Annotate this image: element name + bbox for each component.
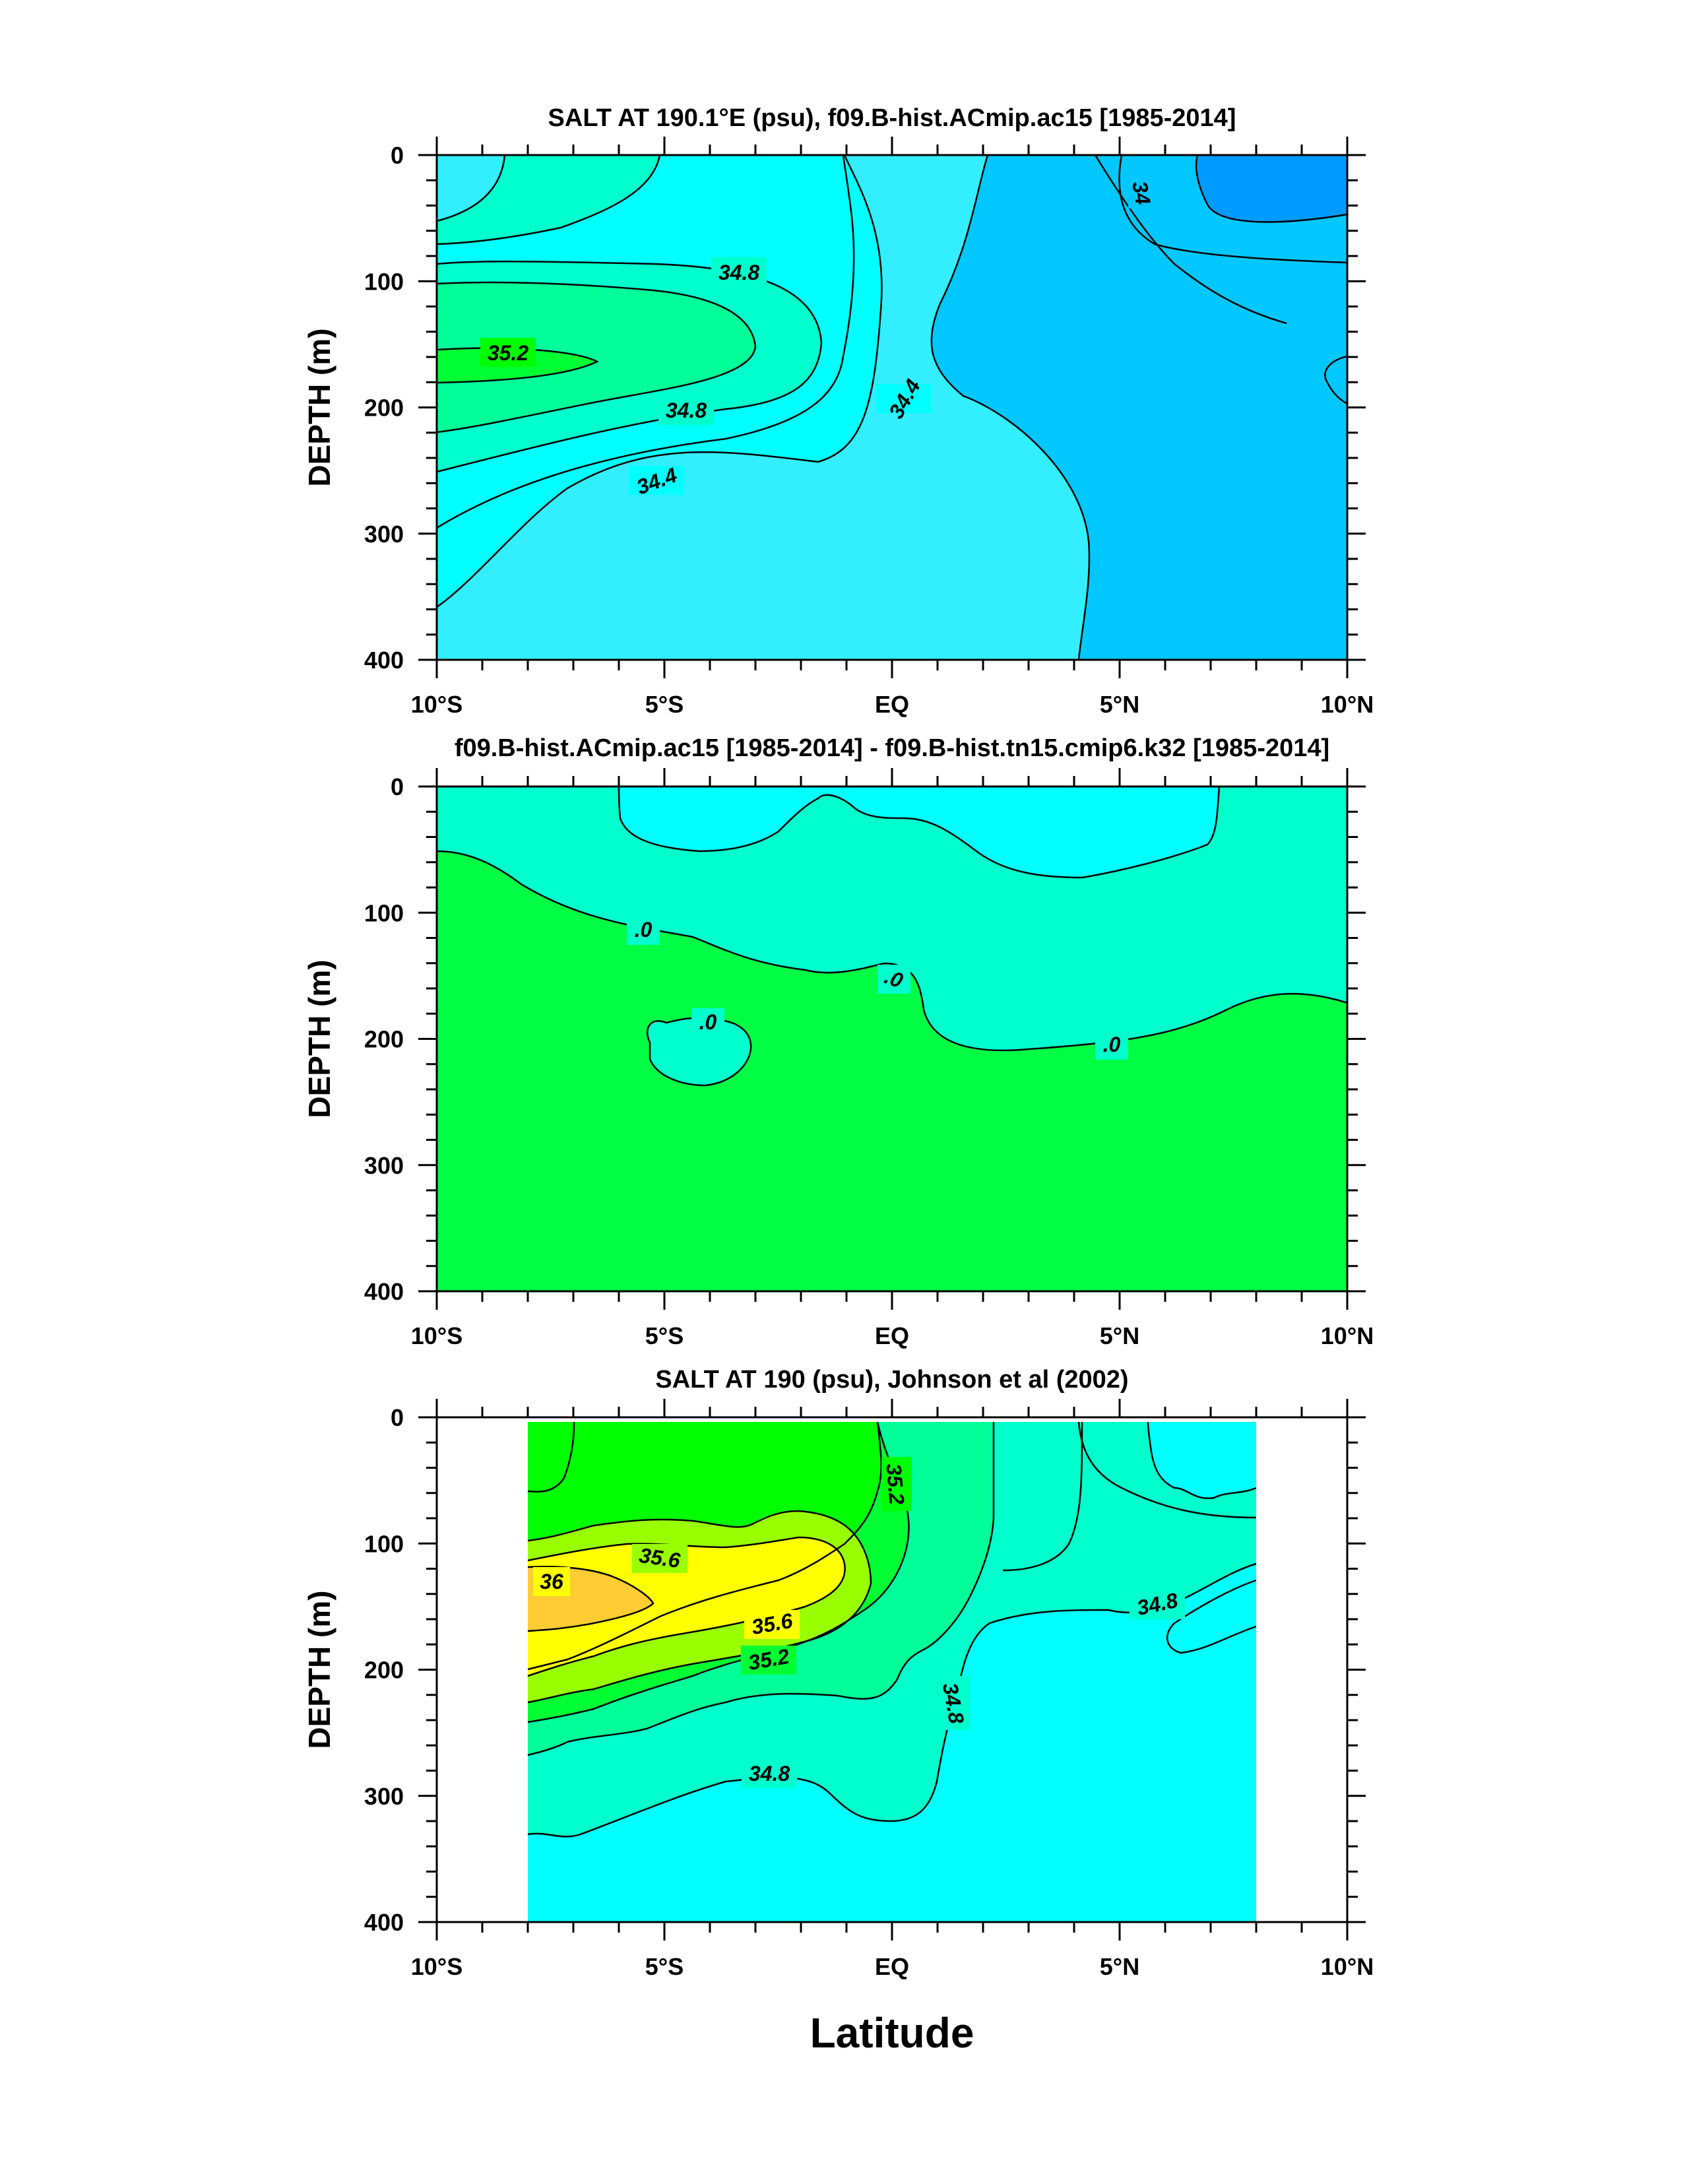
x-tick-label: 5°S	[645, 1953, 684, 1980]
y-tick-label: 300	[364, 1783, 404, 1810]
p2-fill-neg-top	[619, 787, 1219, 878]
p2-clabel-2: .0	[699, 1010, 717, 1034]
figure-xlabel: Latitude	[810, 2009, 974, 2057]
p3-fill-34_6	[528, 1564, 1256, 1922]
x-tick-label: 10°N	[1321, 1322, 1374, 1349]
p2-fill-zero-bubble	[647, 1017, 751, 1085]
y-tick-label: 400	[364, 647, 404, 674]
x-tick-label: 10°N	[1321, 691, 1374, 718]
y-tick-label: 200	[364, 1657, 404, 1684]
panel-2: f09.B-hist.ACmip.ac15 [1985-2014] - f09.…	[302, 734, 1374, 1349]
y-tick-label: 0	[391, 142, 404, 169]
y-tick-label: 200	[364, 1026, 404, 1053]
p3-clabel-1: 35.2	[881, 1463, 908, 1506]
y-axis-label: DEPTH (m)	[302, 959, 336, 1118]
p1-clabel-1: 34	[1128, 179, 1155, 207]
y-tick-label: 100	[364, 1530, 404, 1557]
x-tick-label: EQ	[875, 691, 909, 718]
y-tick-label: 400	[364, 1278, 404, 1305]
panel-3-contour-lines	[527, 1421, 1257, 1838]
p1-fill-34_0-right	[1325, 356, 1347, 404]
p3-clabel-3: 36	[540, 1570, 563, 1593]
p1-fill-34_0-left	[437, 155, 505, 221]
p3-clabel-7: 34.8	[749, 1762, 790, 1785]
p1-clabel-3: 35.2	[488, 341, 528, 365]
panel-1: SALT AT 190.1°E (psu), f09.B-hist.ACmip.…	[302, 104, 1374, 718]
panel-2-title: f09.B-hist.ACmip.ac15 [1985-2014] - f09.…	[455, 734, 1329, 762]
p1-fill-33_8	[1196, 155, 1347, 222]
x-tick-label: 5°N	[1100, 1953, 1139, 1980]
panel-1-contour-lines	[437, 155, 1347, 660]
p3-clabel-2: 35.6	[638, 1543, 682, 1572]
panel-2-contour-labels: .0 .0 .0 .0	[627, 916, 1128, 1060]
x-tick-label: 10°S	[411, 1322, 462, 1349]
x-tick-label: 10°S	[411, 691, 462, 718]
y-tick-label: 300	[364, 521, 404, 548]
y-tick-label: 0	[391, 1404, 404, 1431]
y-tick-label: 100	[364, 899, 404, 926]
y-tick-label: 300	[364, 1152, 404, 1179]
panel-3-contour-labels: 35.2 35.6 36 35.6 35.2 34.8 34.8 34.8	[533, 1457, 1185, 1788]
p2-clabel-4: .0	[1103, 1033, 1121, 1056]
x-tick-label: EQ	[875, 1322, 909, 1349]
panel-2-axes: 10°S 5°S EQ 5°N 10°N 0 100 200 300 400 DEPTH (m)	[302, 768, 1374, 1349]
p2-clabel-1: .0	[635, 918, 653, 942]
y-axis-label: DEPTH (m)	[302, 1590, 336, 1749]
x-tick-label: 5°S	[645, 691, 684, 718]
p1-clabel-4: 34.8	[666, 399, 707, 422]
panel-2-contour-fills	[437, 787, 1347, 1291]
panel-3-axes: 10°S 5°S EQ 5°N 10°N 0 100 200 300 400 DEPTH (m)	[302, 1399, 1374, 1980]
panel-3-title: SALT AT 190 (psu), Johnson et al (2002)	[655, 1366, 1128, 1394]
panel-1-title: SALT AT 190.1°E (psu), f09.B-hist.ACmip.…	[548, 104, 1236, 132]
panel-1-contour-fills	[437, 155, 1347, 660]
x-tick-label: 5°N	[1100, 1322, 1139, 1349]
x-tick-label: 10°N	[1321, 1953, 1374, 1980]
x-tick-label: 10°S	[411, 1953, 462, 1980]
y-tick-label: 400	[364, 1909, 404, 1936]
p1-clabel-2: 34.8	[718, 261, 759, 284]
panel-1-contour-labels: 34 34.8 35.2 34.8 34.4 34.4	[480, 178, 1157, 499]
y-tick-label: 100	[364, 268, 404, 295]
panel-3: SALT AT 190 (psu), Johnson et al (2002)	[302, 1366, 1374, 1980]
panel-2-contour-lines	[437, 787, 1347, 1087]
x-tick-label: 5°S	[645, 1322, 684, 1349]
y-tick-label: 200	[364, 395, 404, 422]
y-axis-label: DEPTH (m)	[302, 328, 336, 486]
p3-fill-34_6-top	[1148, 1422, 1256, 1498]
x-tick-label: 5°N	[1100, 691, 1139, 718]
p1-fill-35_0	[437, 282, 755, 432]
panel-1-axes: 10°S 5°S EQ 5°N 10°N 0 100 200 300 400 DEPTH (m)	[302, 137, 1374, 718]
x-tick-label: EQ	[875, 1953, 909, 1980]
y-tick-label: 0	[391, 773, 404, 800]
